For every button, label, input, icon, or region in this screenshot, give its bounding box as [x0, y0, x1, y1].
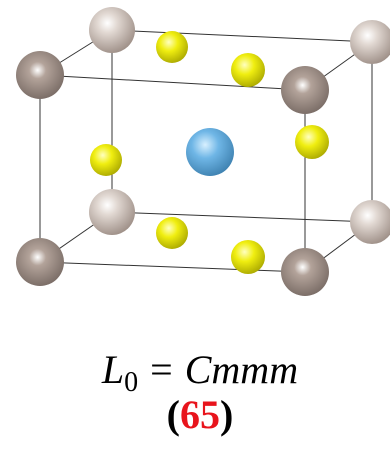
symbol: L — [101, 347, 124, 392]
center-atom — [186, 128, 234, 176]
formula: L0 = Cmmm — [101, 347, 298, 398]
front-atoms — [16, 51, 329, 296]
paren-close: ) — [220, 392, 233, 437]
subscript: 0 — [124, 367, 138, 398]
group-number: (65) — [167, 392, 234, 437]
space-group: Cmmm — [185, 347, 298, 392]
paren-open: ( — [167, 392, 180, 437]
crystal-figure: L0 = Cmmm (65) — [0, 0, 390, 450]
number: 65 — [180, 392, 220, 437]
relation: = — [150, 347, 173, 392]
back-atoms — [89, 7, 390, 244]
